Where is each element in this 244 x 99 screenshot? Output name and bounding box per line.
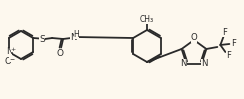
Text: N: N [201,59,207,68]
Text: −: − [9,57,14,61]
Text: F: F [226,51,231,60]
Text: CH₃: CH₃ [140,14,154,23]
Text: F: F [222,29,227,38]
Text: S: S [39,34,45,43]
Text: N: N [6,48,12,57]
Text: O: O [191,33,197,42]
Text: N: N [181,59,187,68]
Text: H: H [74,30,80,39]
Text: F: F [231,40,236,49]
Text: +: + [11,47,16,52]
Text: N: N [70,32,76,41]
Text: O: O [57,49,64,58]
Text: O: O [4,57,11,66]
